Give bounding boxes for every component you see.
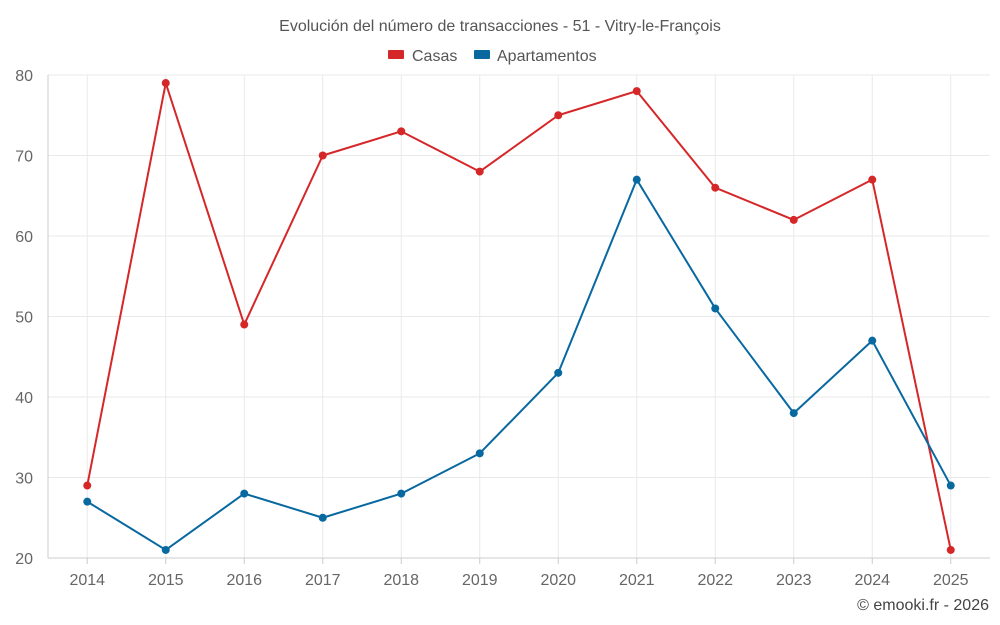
data-point-apartamentos[interactable] bbox=[868, 336, 877, 345]
y-tick-label: 60 bbox=[15, 229, 33, 246]
x-tick-label: 2016 bbox=[226, 572, 262, 589]
data-point-apartamentos[interactable] bbox=[789, 409, 798, 418]
data-point-apartamentos[interactable] bbox=[397, 489, 406, 498]
data-point-casas[interactable] bbox=[711, 183, 720, 192]
data-point-apartamentos[interactable] bbox=[475, 449, 484, 458]
data-point-apartamentos[interactable] bbox=[632, 175, 641, 184]
series-points bbox=[83, 79, 955, 554]
x-tick-label: 2024 bbox=[854, 572, 890, 589]
data-point-apartamentos[interactable] bbox=[318, 513, 327, 522]
legend-swatch-casas[interactable] bbox=[388, 50, 404, 59]
data-point-apartamentos[interactable] bbox=[161, 545, 170, 554]
legend-label-apartamentos[interactable]: Apartamentos bbox=[497, 48, 597, 65]
x-tick-label: 2021 bbox=[619, 572, 655, 589]
data-point-casas[interactable] bbox=[318, 151, 327, 160]
data-point-apartamentos[interactable] bbox=[83, 497, 92, 506]
x-tick-label: 2025 bbox=[933, 572, 969, 589]
legend-swatch-apartamentos[interactable] bbox=[474, 50, 490, 59]
x-tick-label: 2019 bbox=[462, 572, 498, 589]
x-tick-label: 2014 bbox=[69, 572, 105, 589]
x-tick-label: 2022 bbox=[697, 572, 733, 589]
axes bbox=[47, 75, 990, 564]
data-point-casas[interactable] bbox=[632, 87, 641, 96]
grid bbox=[48, 74, 990, 559]
data-point-apartamentos[interactable] bbox=[240, 489, 249, 498]
data-point-apartamentos[interactable] bbox=[554, 368, 563, 377]
data-point-casas[interactable] bbox=[554, 111, 563, 120]
x-tick-label: 2018 bbox=[383, 572, 419, 589]
legend-label-casas[interactable]: Casas bbox=[412, 48, 457, 65]
x-axis-ticks: 2014 2015 2016 2017 2018 2019 2020 2021 2022 2023… bbox=[69, 572, 968, 589]
data-point-apartamentos[interactable] bbox=[711, 304, 720, 313]
data-point-casas[interactable] bbox=[397, 127, 406, 136]
data-point-casas[interactable] bbox=[868, 175, 877, 184]
x-tick-label: 2023 bbox=[776, 572, 812, 589]
data-point-casas[interactable] bbox=[946, 545, 955, 554]
x-tick-label: 2015 bbox=[148, 572, 184, 589]
data-point-casas[interactable] bbox=[83, 481, 92, 490]
x-tick-label: 2020 bbox=[540, 572, 576, 589]
y-tick-label: 80 bbox=[15, 68, 33, 85]
chart-title: Evolución del número de transacciones - … bbox=[279, 18, 721, 35]
data-point-casas[interactable] bbox=[475, 167, 484, 176]
y-tick-label: 30 bbox=[15, 471, 33, 488]
y-tick-label: 20 bbox=[15, 551, 33, 568]
series-lines bbox=[86, 82, 952, 551]
y-tick-label: 70 bbox=[15, 149, 33, 166]
credit-text: © emooki.fr - 2026 bbox=[857, 597, 989, 614]
data-point-casas[interactable] bbox=[240, 320, 249, 329]
data-point-casas[interactable] bbox=[789, 215, 798, 224]
data-point-casas[interactable] bbox=[161, 79, 170, 88]
y-axis-ticks: 20 30 40 50 60 70 80 bbox=[15, 68, 33, 568]
series-line-casas bbox=[86, 82, 952, 551]
legend: Casas Apartamentos bbox=[388, 48, 597, 65]
series-line-apartamentos bbox=[86, 178, 952, 551]
y-tick-label: 40 bbox=[15, 390, 33, 407]
x-tick-label: 2017 bbox=[305, 572, 341, 589]
y-tick-label: 50 bbox=[15, 310, 33, 327]
data-point-apartamentos[interactable] bbox=[946, 481, 955, 490]
